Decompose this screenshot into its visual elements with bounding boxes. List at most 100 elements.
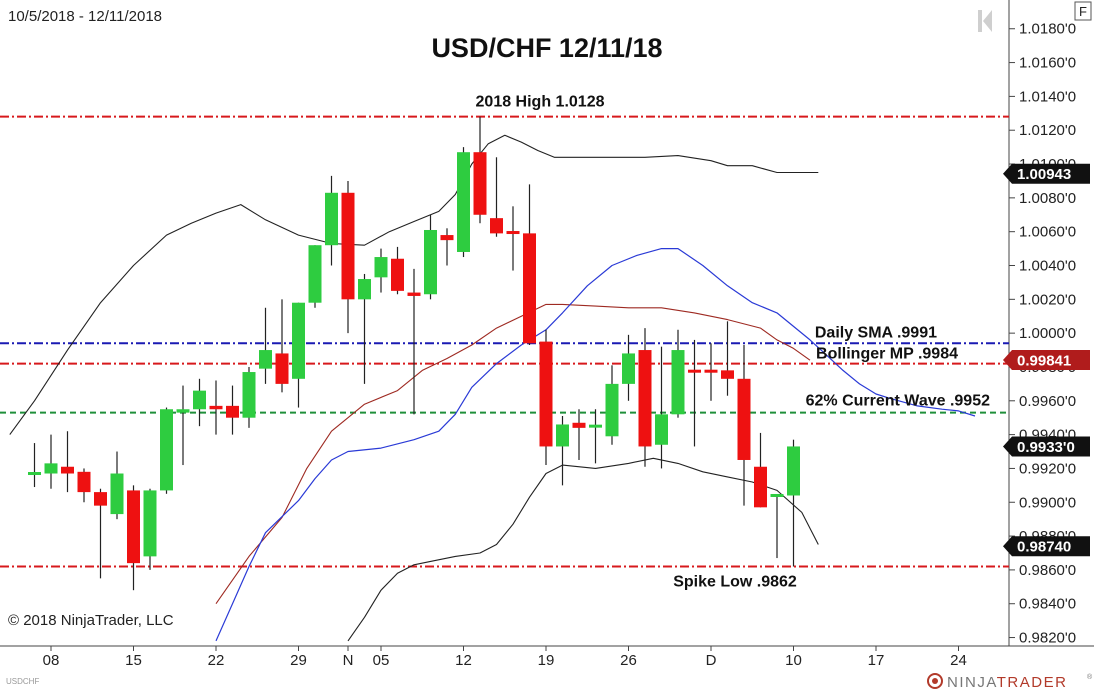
candle-body-down xyxy=(391,258,404,291)
flag-button[interactable]: F xyxy=(1074,1,1092,21)
price-marker-label: 0.98740 xyxy=(1017,539,1071,556)
price-tick-label: 0.9960'0 xyxy=(1019,393,1076,410)
candle-body-up xyxy=(787,446,800,496)
price-tick-label: 1.0060'0 xyxy=(1019,224,1076,241)
candle-body-up xyxy=(770,493,784,497)
price-tick-label: 1.0040'0 xyxy=(1019,258,1076,275)
chart-title: USD/CHF 12/11/18 xyxy=(431,33,662,63)
price-marker-tag xyxy=(1003,163,1090,184)
candle-body-up xyxy=(424,229,437,295)
level-label: Daily SMA .9991 xyxy=(815,324,937,341)
skip-to-start-icon[interactable] xyxy=(978,10,992,32)
level-label: 62% Current Wave .9952 xyxy=(806,393,990,410)
price-tick-label: 1.0160'0 xyxy=(1019,55,1076,72)
price-tick-label: 0.9920'0 xyxy=(1019,460,1076,477)
time-tick-label: 17 xyxy=(868,652,885,669)
time-tick-label: 05 xyxy=(373,652,390,669)
time-tick-label: 15 xyxy=(125,652,142,669)
price-axis: 1.0180'01.0160'01.0140'01.0120'01.0100'0… xyxy=(1009,21,1076,647)
candle-body-up xyxy=(176,409,190,413)
candle-body-up xyxy=(193,390,206,410)
candle-body-down xyxy=(440,235,454,241)
price-tick-label: 1.0140'0 xyxy=(1019,88,1076,105)
level-label: Spike Low .9862 xyxy=(673,574,797,591)
time-tick-label: D xyxy=(706,652,717,669)
candle-body-up xyxy=(143,490,157,557)
flag-label: F xyxy=(1079,4,1087,19)
candle-body-up xyxy=(110,473,124,515)
time-tick-label: 19 xyxy=(538,652,555,669)
candle-body-down xyxy=(77,471,91,493)
price-tick-label: 0.9900'0 xyxy=(1019,494,1076,511)
price-tick-label: 1.0000'0 xyxy=(1019,325,1076,342)
candle-body-down xyxy=(275,353,289,384)
level-labels: 2018 High 1.0128 Daily SMA .9991 Bollinger… xyxy=(476,94,991,591)
time-axis: 08 15 22 29 N 05 12 19 26 D 10 17 24 xyxy=(43,646,967,669)
brand-name-first: NINJA xyxy=(947,674,997,690)
candle-body-down xyxy=(572,422,586,428)
time-tick-label: 08 xyxy=(43,652,60,669)
candle-body-down xyxy=(704,369,718,373)
ninjatrader-logo: NINJATRADER ® xyxy=(927,673,1093,690)
ninjatrader-logo-icon xyxy=(927,673,943,689)
candle-body-down xyxy=(341,192,355,300)
candle-body-up xyxy=(374,257,388,278)
candle-body-up xyxy=(556,424,569,447)
brand-name-second: TRADER xyxy=(997,674,1068,690)
candle-body-down xyxy=(688,369,701,373)
time-tick-label: 10 xyxy=(785,652,802,669)
candle-body-down xyxy=(209,405,223,410)
time-tick-label: 12 xyxy=(455,652,472,669)
candle-body-up xyxy=(358,279,371,300)
candle-body-down xyxy=(473,152,487,215)
candle-body-up xyxy=(655,414,668,445)
date-range: 10/5/2018 - 12/11/2018 xyxy=(8,8,162,25)
candle-body-down xyxy=(737,378,751,460)
time-tick-label: 29 xyxy=(290,652,307,669)
candle-body-up xyxy=(589,424,602,428)
brand-mark: ® xyxy=(1087,673,1093,681)
price-tick-label: 0.9820'0 xyxy=(1019,630,1076,647)
price-tick-label: 1.0080'0 xyxy=(1019,190,1076,207)
horizontal-levels xyxy=(0,115,1009,568)
price-marker-label: 0.99841 xyxy=(1017,353,1071,370)
time-tick-label: 24 xyxy=(950,652,967,669)
candle-body-down xyxy=(506,231,520,235)
candle-body-down xyxy=(127,490,140,564)
bollinger-upper-line xyxy=(9,134,819,435)
time-tick-label: N xyxy=(343,652,354,669)
candle-body-up xyxy=(622,353,635,384)
price-markers: 1.00943 0.99841 0.9933'0 0.98740 xyxy=(1003,163,1090,557)
indicator-lines xyxy=(9,134,976,642)
candlesticks xyxy=(28,116,800,591)
level-label: 2018 High 1.0128 xyxy=(476,94,605,111)
candle-body-up xyxy=(671,350,685,415)
time-tick-label: 22 xyxy=(208,652,225,669)
price-marker-label: 0.9933'0 xyxy=(1017,439,1075,456)
candle-body-up xyxy=(308,245,322,303)
candle-body-down xyxy=(61,466,74,474)
price-tick-label: 1.0020'0 xyxy=(1019,291,1076,308)
candle-body-down xyxy=(539,341,553,447)
candle-body-up xyxy=(28,472,41,476)
candle-body-down xyxy=(523,233,536,344)
candle-body-up xyxy=(242,372,256,418)
bollinger-middle-line xyxy=(215,303,811,605)
candle-body-up xyxy=(259,350,272,369)
candle-body-up xyxy=(292,302,305,379)
candle-body-up xyxy=(44,463,58,474)
candle-body-down xyxy=(754,466,767,508)
candle-body-down xyxy=(407,292,421,296)
symbol-label: USDCHF xyxy=(6,677,39,686)
price-marker-label: 1.00943 xyxy=(1017,166,1071,183)
copyright: © 2018 NinjaTrader, LLC xyxy=(8,612,174,629)
price-tick-label: 0.9860'0 xyxy=(1019,562,1076,579)
sma-line xyxy=(215,248,976,642)
time-tick-label: 26 xyxy=(620,652,637,669)
candle-body-down xyxy=(94,492,107,506)
candle-body-up xyxy=(160,409,173,491)
candle-body-down xyxy=(721,370,734,379)
price-marker-tag xyxy=(1003,350,1090,370)
candle-body-down xyxy=(490,218,503,234)
